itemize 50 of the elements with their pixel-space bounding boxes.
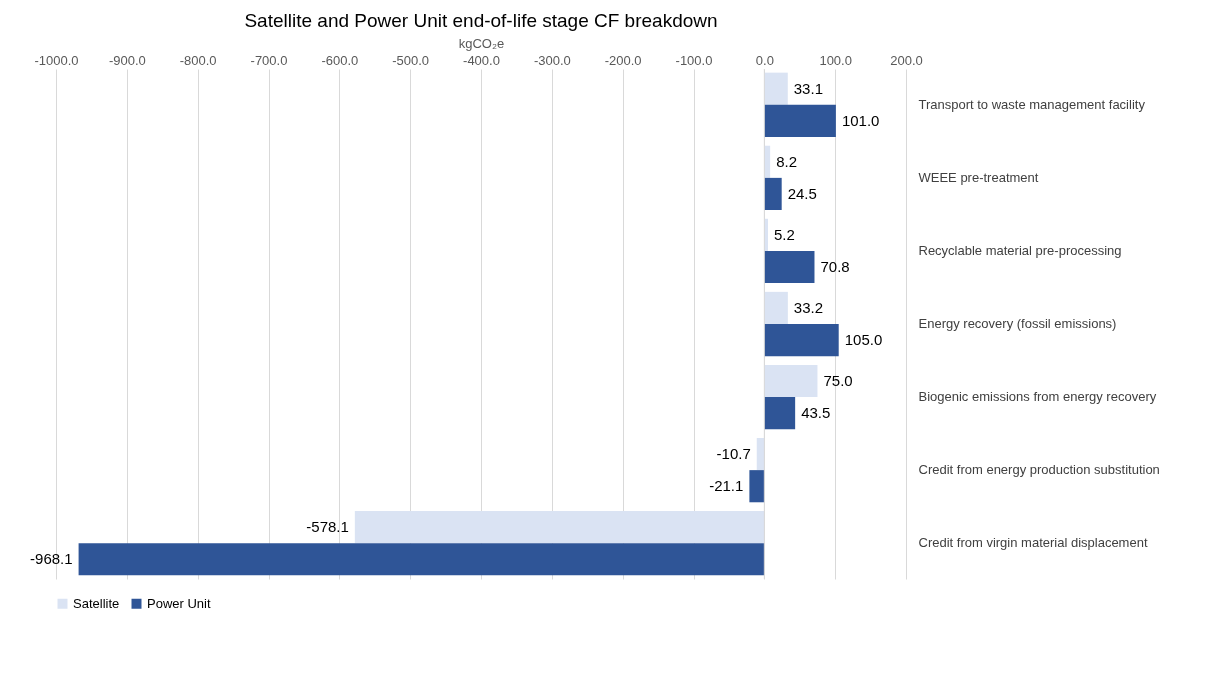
data-label: -968.1 xyxy=(30,550,73,568)
y-tick-label: Recyclable material pre-processing xyxy=(918,242,1122,258)
x-tick-label: -400.0 xyxy=(463,52,500,68)
chart-title: Satellite and Power Unit end-of-life stage CF breakdown xyxy=(244,10,718,31)
x-tick-label: 200.0 xyxy=(890,52,923,68)
bar xyxy=(764,72,788,105)
x-tick-label: -600.0 xyxy=(321,52,359,68)
y-tick-label: Biogenic emissions from energy recovery xyxy=(918,389,1157,405)
bar xyxy=(764,324,839,357)
x-tick-label: 100.0 xyxy=(819,52,852,68)
data-label: 33.2 xyxy=(793,298,824,316)
data-label: 105.0 xyxy=(844,331,883,349)
data-label: 43.5 xyxy=(801,404,831,422)
y-tick-label: Transport to waste management facility xyxy=(918,96,1146,112)
x-tick-label: 0.0 xyxy=(755,52,774,68)
y-tick-label: Credit from energy production substitution xyxy=(918,462,1160,478)
data-label: 33.1 xyxy=(793,79,823,97)
data-label: 70.8 xyxy=(820,258,850,276)
data-label: -578.1 xyxy=(306,518,349,536)
x-tick-label: -100.0 xyxy=(675,52,713,68)
x-tick-label: -800.0 xyxy=(179,52,217,68)
data-label: 24.5 xyxy=(787,184,817,202)
bar xyxy=(764,177,782,211)
data-label: 5.2 xyxy=(774,225,795,243)
bar xyxy=(764,250,815,284)
bar xyxy=(749,470,765,503)
x-tick-label: -200.0 xyxy=(604,52,642,68)
data-label: -10.7 xyxy=(716,445,751,463)
y-tick-label: Credit from virgin material displacement xyxy=(918,535,1148,551)
bar xyxy=(764,104,836,137)
data-label: 75.0 xyxy=(823,371,853,389)
x-tick-label: -1000.0 xyxy=(34,52,79,68)
data-label: 101.0 xyxy=(841,111,880,129)
x-tick-label: -700.0 xyxy=(250,52,288,68)
x-tick-label: -900.0 xyxy=(108,52,146,68)
legend-label: Power Unit xyxy=(147,595,211,611)
x-tick-label: -500.0 xyxy=(392,52,430,68)
x-tick-label: -300.0 xyxy=(533,52,571,68)
y-tick-label: WEEE pre-treatment xyxy=(918,169,1039,185)
data-label: 8.2 xyxy=(776,152,797,170)
data-label: -21.1 xyxy=(709,477,744,495)
bar xyxy=(756,437,765,471)
x-axis-title: kgCO₂e xyxy=(458,35,505,51)
bar xyxy=(764,291,788,324)
y-tick-label: Energy recovery (fossil emissions) xyxy=(918,316,1117,331)
bar xyxy=(354,511,765,544)
bar xyxy=(764,364,818,398)
legend-label: Satellite xyxy=(73,595,120,611)
bar xyxy=(764,397,796,430)
bar xyxy=(78,543,765,576)
